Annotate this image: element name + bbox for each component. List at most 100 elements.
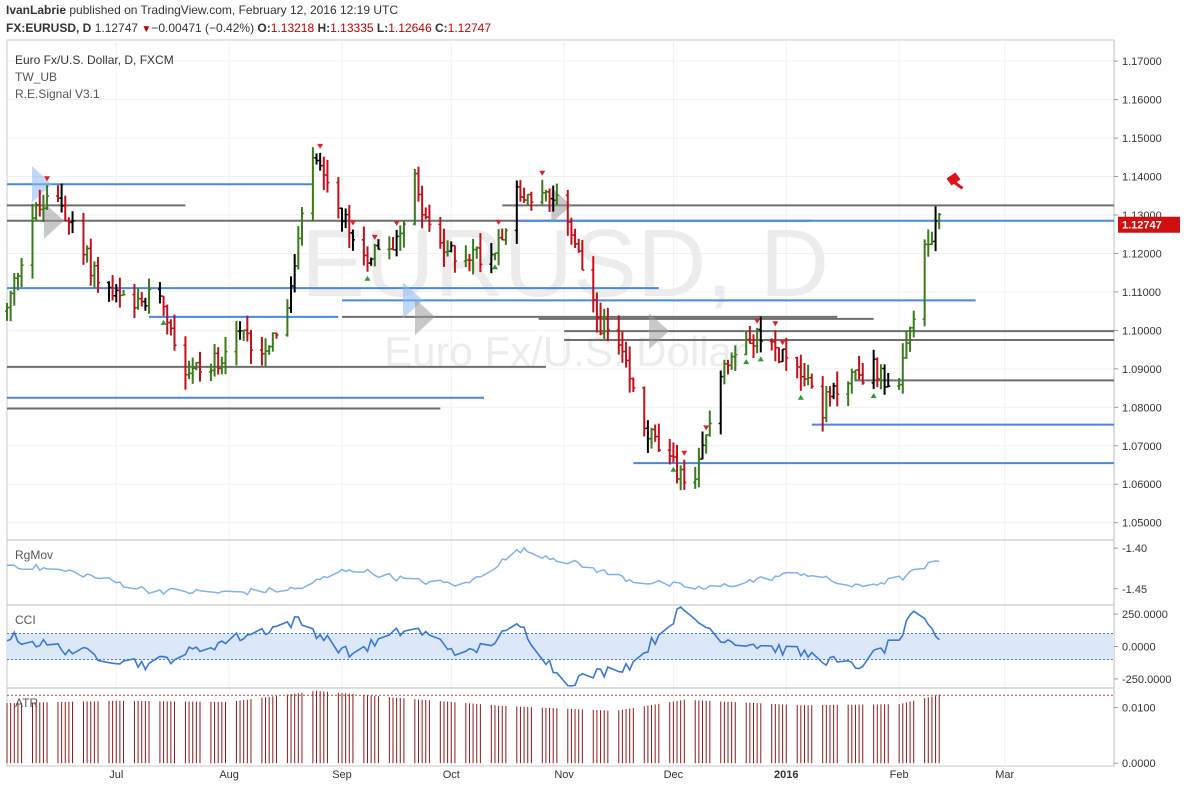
ohlc-bar (886, 373, 891, 388)
ohlc-bar (580, 240, 585, 271)
price-change: −0.00471 (−0.42%) (151, 21, 255, 35)
sell-signal-marker (495, 219, 502, 225)
high-label: H: (317, 21, 331, 35)
ohlc-bar (299, 207, 304, 246)
low-value: 1.12646 (388, 21, 432, 35)
ohlc-bar (376, 239, 381, 251)
time-axis-label: Oct (443, 769, 460, 781)
indicator-title[interactable]: ATR (15, 696, 38, 710)
time-axis-label: Dec (664, 769, 684, 781)
signal-arrow (403, 282, 424, 319)
close-label: C: (434, 21, 448, 35)
down-triangle-icon: ▼ (141, 24, 152, 35)
ohlc-bar (70, 211, 75, 234)
sell-signal-marker (44, 176, 51, 182)
ohlc-bar (784, 337, 789, 371)
ohlc-bar (707, 410, 712, 437)
ohlc-bar (223, 336, 228, 375)
price-axis-label: 1.16000 (1122, 95, 1162, 107)
indicator-axis-label: 250.0000 (1122, 609, 1168, 621)
legend-study-twub[interactable]: TW_UB (15, 70, 57, 84)
price-axis-label: 1.09000 (1122, 364, 1162, 376)
indicator-title[interactable]: RgMov (15, 548, 53, 562)
ohlc-bar (772, 321, 779, 362)
signal-arrow (415, 298, 436, 335)
alert-icon-handle (953, 181, 964, 190)
open-label: O: (257, 21, 271, 35)
time-axis-label: Feb (890, 769, 909, 781)
sell-signal-marker (754, 318, 761, 324)
ohlc-bar (325, 159, 330, 193)
publish-line: IvanLabrie published on TradingView.com,… (6, 3, 398, 17)
buy-signal-marker (670, 466, 677, 472)
indicator-title[interactable]: CCI (15, 613, 36, 627)
sell-signal-marker (779, 340, 786, 346)
watermark-description: Euro Fx/U.S. Dollar (384, 328, 746, 375)
price-axis-label: 1.08000 (1122, 402, 1162, 414)
alert-icon[interactable] (946, 172, 961, 186)
ohlc-bar (172, 314, 177, 351)
price-axis-label: 1.14000 (1122, 172, 1162, 184)
indicator-axis-label: 0.0000 (1122, 642, 1156, 654)
signal-arrow (44, 202, 64, 239)
ohlc-bar (797, 354, 804, 400)
ohlc-bar (427, 204, 432, 232)
ohlc-bar (495, 219, 502, 266)
buy-signal-marker (797, 394, 804, 400)
price-axis-label: 1.10000 (1122, 325, 1162, 337)
ohlc-bar (860, 363, 865, 385)
sell-signal-marker (393, 220, 400, 226)
cci-line (6, 605, 940, 687)
time-axis-label: Sep (332, 769, 352, 781)
sell-signal-marker (317, 143, 324, 149)
ohlc-bar (554, 183, 559, 205)
indicator-axis-label: -250.0000 (1122, 674, 1172, 686)
ohlc-bar (605, 307, 610, 342)
ohlc-bar (401, 220, 406, 248)
ohlc-bar (733, 345, 738, 372)
signal-arrow (649, 313, 670, 350)
price-axis-label: 1.12000 (1122, 248, 1162, 260)
ohlc-bar (754, 318, 761, 354)
cci-band (7, 633, 1114, 660)
sell-signal-marker (539, 170, 546, 176)
ohlc-bar (96, 256, 101, 293)
price-axis-label: 1.17000 (1122, 56, 1162, 68)
buy-signal-marker (491, 264, 498, 270)
sell-signal-marker (681, 450, 688, 456)
time-axis-label: Mar (995, 769, 1014, 781)
author-name[interactable]: IvanLabrie (6, 3, 67, 17)
ohlc-bar (364, 246, 371, 281)
buy-signal-marker (870, 392, 877, 398)
symbol-quote-line: FX:EURUSD, D 1.12747 ▼−0.00471 (−0.42%) … (6, 21, 491, 35)
ohlc-bar (121, 289, 126, 297)
legend-study-resignal[interactable]: R.E.Signal V3.1 (15, 87, 100, 101)
time-axis-label: 2016 (774, 769, 798, 781)
buy-signal-marker (160, 319, 167, 325)
price-axis-label: 1.11000 (1122, 287, 1161, 299)
buy-signal-marker (757, 356, 764, 362)
sell-signal-marker (772, 321, 779, 327)
ohlc-bar (937, 212, 942, 230)
ohlc-bar (349, 220, 356, 251)
sell-signal-marker (371, 234, 378, 240)
ohlc-bar (656, 423, 661, 453)
ohlc-bar (631, 377, 636, 393)
ohlc-bar (529, 191, 534, 211)
price-axis-label: 1.06000 (1122, 479, 1162, 491)
ohlc-bar (681, 450, 688, 490)
high-value: 1.13335 (330, 21, 374, 35)
buy-signal-marker (364, 275, 371, 281)
price-axis-label: 1.15000 (1122, 133, 1162, 145)
indicator-axis-label: 0.0100 (1122, 703, 1156, 715)
ohlc-bar (503, 228, 508, 245)
ohlc-bar (870, 349, 877, 398)
ohlc-bar (248, 329, 253, 365)
close-value: 1.12747 (447, 21, 492, 35)
ohlc-bar (44, 176, 51, 210)
rgmov-line (6, 546, 940, 596)
symbol-label: FX:EURUSD, D (6, 21, 92, 35)
legend-title[interactable]: Euro Fx/U.S. Dollar, D, FXCM (15, 53, 174, 67)
indicator-axis-label: -1.45 (1122, 584, 1147, 596)
